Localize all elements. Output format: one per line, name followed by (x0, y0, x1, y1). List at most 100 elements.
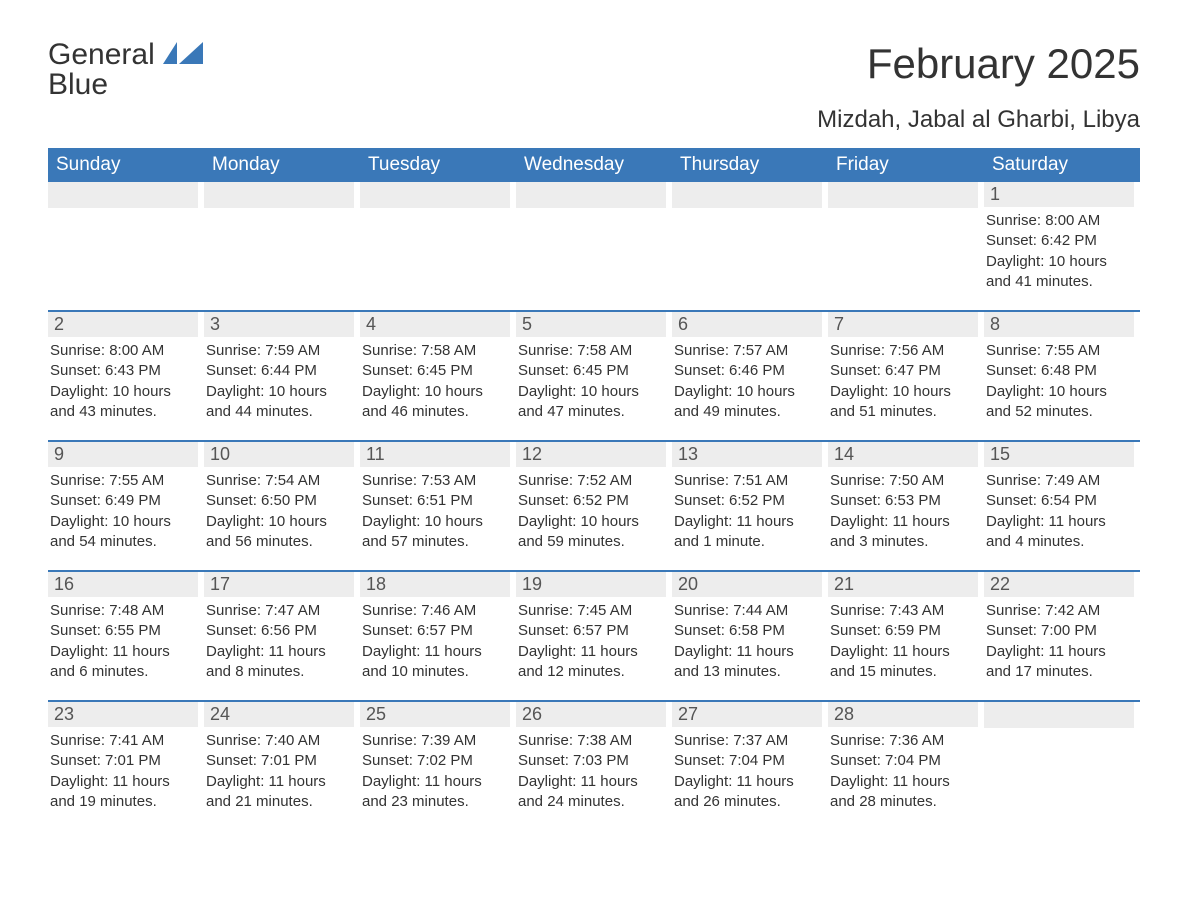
day-number: 24 (204, 702, 354, 727)
sunrise-text: Sunrise: 7:55 AM (986, 341, 1134, 361)
day-cell (360, 182, 516, 310)
sunrise-text: Sunrise: 7:57 AM (674, 341, 822, 361)
daylight-text-2: and 26 minutes. (674, 792, 822, 812)
sunrise-text: Sunrise: 7:42 AM (986, 601, 1134, 621)
daylight-text-2: and 4 minutes. (986, 532, 1134, 552)
day-cell (984, 702, 1140, 830)
daylight-text-2: and 59 minutes. (518, 532, 666, 552)
day-number: 6 (672, 312, 822, 337)
sunset-text: Sunset: 7:02 PM (362, 751, 510, 771)
day-number: 19 (516, 572, 666, 597)
day-header-sunday: Sunday (48, 148, 204, 182)
day-number (360, 182, 510, 208)
sunset-text: Sunset: 6:52 PM (674, 491, 822, 511)
day-content: Sunrise: 7:54 AMSunset: 6:50 PMDaylight:… (204, 471, 354, 552)
flag-icon (163, 42, 203, 69)
sunrise-text: Sunrise: 7:39 AM (362, 731, 510, 751)
daylight-text-1: Daylight: 11 hours (830, 642, 978, 662)
day-number: 14 (828, 442, 978, 467)
day-number: 28 (828, 702, 978, 727)
day-cell: 5Sunrise: 7:58 AMSunset: 6:45 PMDaylight… (516, 312, 672, 440)
day-header-tuesday: Tuesday (360, 148, 516, 182)
sunset-text: Sunset: 6:57 PM (362, 621, 510, 641)
day-content: Sunrise: 7:59 AMSunset: 6:44 PMDaylight:… (204, 341, 354, 422)
daylight-text-1: Daylight: 11 hours (674, 512, 822, 532)
day-content: Sunrise: 7:50 AMSunset: 6:53 PMDaylight:… (828, 471, 978, 552)
day-cell: 21Sunrise: 7:43 AMSunset: 6:59 PMDayligh… (828, 572, 984, 700)
sunset-text: Sunset: 7:04 PM (674, 751, 822, 771)
daylight-text-1: Daylight: 11 hours (674, 772, 822, 792)
day-cell: 18Sunrise: 7:46 AMSunset: 6:57 PMDayligh… (360, 572, 516, 700)
daylight-text-1: Daylight: 11 hours (206, 642, 354, 662)
sunset-text: Sunset: 7:00 PM (986, 621, 1134, 641)
day-content: Sunrise: 7:55 AMSunset: 6:49 PMDaylight:… (48, 471, 198, 552)
sunrise-text: Sunrise: 7:51 AM (674, 471, 822, 491)
sunset-text: Sunset: 6:47 PM (830, 361, 978, 381)
day-content: Sunrise: 7:48 AMSunset: 6:55 PMDaylight:… (48, 601, 198, 682)
daylight-text-2: and 41 minutes. (986, 272, 1134, 292)
daylight-text-2: and 43 minutes. (50, 402, 198, 422)
daylight-text-1: Daylight: 11 hours (206, 772, 354, 792)
day-header-friday: Friday (828, 148, 984, 182)
sunrise-text: Sunrise: 7:41 AM (50, 731, 198, 751)
location-subtitle: Mizdah, Jabal al Gharbi, Libya (48, 106, 1140, 134)
day-cell (204, 182, 360, 310)
daylight-text-2: and 56 minutes. (206, 532, 354, 552)
day-content: Sunrise: 7:57 AMSunset: 6:46 PMDaylight:… (672, 341, 822, 422)
day-content: Sunrise: 7:40 AMSunset: 7:01 PMDaylight:… (204, 731, 354, 812)
day-number: 25 (360, 702, 510, 727)
sunset-text: Sunset: 7:04 PM (830, 751, 978, 771)
daylight-text-1: Daylight: 10 hours (986, 252, 1134, 272)
day-header-saturday: Saturday (984, 148, 1140, 182)
day-cell: 7Sunrise: 7:56 AMSunset: 6:47 PMDaylight… (828, 312, 984, 440)
sunset-text: Sunset: 6:59 PM (830, 621, 978, 641)
day-number (204, 182, 354, 208)
day-cell: 13Sunrise: 7:51 AMSunset: 6:52 PMDayligh… (672, 442, 828, 570)
day-cell (672, 182, 828, 310)
day-cell: 16Sunrise: 7:48 AMSunset: 6:55 PMDayligh… (48, 572, 204, 700)
day-number: 10 (204, 442, 354, 467)
day-cell: 12Sunrise: 7:52 AMSunset: 6:52 PMDayligh… (516, 442, 672, 570)
daylight-text-1: Daylight: 10 hours (518, 512, 666, 532)
day-number (984, 702, 1134, 728)
sunrise-text: Sunrise: 7:53 AM (362, 471, 510, 491)
day-cell: 1Sunrise: 8:00 AMSunset: 6:42 PMDaylight… (984, 182, 1140, 310)
sunset-text: Sunset: 6:49 PM (50, 491, 198, 511)
sunrise-text: Sunrise: 8:00 AM (50, 341, 198, 361)
day-number: 2 (48, 312, 198, 337)
sunrise-text: Sunrise: 7:49 AM (986, 471, 1134, 491)
daylight-text-2: and 44 minutes. (206, 402, 354, 422)
sunset-text: Sunset: 6:50 PM (206, 491, 354, 511)
sunrise-text: Sunrise: 7:37 AM (674, 731, 822, 751)
daylight-text-1: Daylight: 10 hours (50, 382, 198, 402)
daylight-text-1: Daylight: 10 hours (50, 512, 198, 532)
day-cell: 17Sunrise: 7:47 AMSunset: 6:56 PMDayligh… (204, 572, 360, 700)
page-title: February 2025 (867, 40, 1140, 88)
day-content: Sunrise: 7:44 AMSunset: 6:58 PMDaylight:… (672, 601, 822, 682)
day-number: 1 (984, 182, 1134, 207)
header: General Blue February 2025 (48, 40, 1140, 100)
sunrise-text: Sunrise: 7:46 AM (362, 601, 510, 621)
daylight-text-2: and 23 minutes. (362, 792, 510, 812)
day-cell: 4Sunrise: 7:58 AMSunset: 6:45 PMDaylight… (360, 312, 516, 440)
sunrise-text: Sunrise: 8:00 AM (986, 211, 1134, 231)
day-number: 21 (828, 572, 978, 597)
day-number: 26 (516, 702, 666, 727)
daylight-text-2: and 52 minutes. (986, 402, 1134, 422)
sunrise-text: Sunrise: 7:52 AM (518, 471, 666, 491)
daylight-text-2: and 13 minutes. (674, 662, 822, 682)
daylight-text-1: Daylight: 10 hours (830, 382, 978, 402)
day-cell: 6 Sunrise: 7:57 AMSunset: 6:46 PMDaylight… (672, 312, 828, 440)
day-header-wednesday: Wednesday (516, 148, 672, 182)
daylight-text-2: and 28 minutes. (830, 792, 978, 812)
day-number: 7 (828, 312, 978, 337)
sunset-text: Sunset: 7:03 PM (518, 751, 666, 771)
sunset-text: Sunset: 6:57 PM (518, 621, 666, 641)
sunset-text: Sunset: 6:53 PM (830, 491, 978, 511)
day-header-row: Sunday Monday Tuesday Wednesday Thursday… (48, 148, 1140, 182)
day-number: 9 (48, 442, 198, 467)
day-content: Sunrise: 7:37 AMSunset: 7:04 PMDaylight:… (672, 731, 822, 812)
sunrise-text: Sunrise: 7:40 AM (206, 731, 354, 751)
day-number (672, 182, 822, 208)
daylight-text-2: and 19 minutes. (50, 792, 198, 812)
